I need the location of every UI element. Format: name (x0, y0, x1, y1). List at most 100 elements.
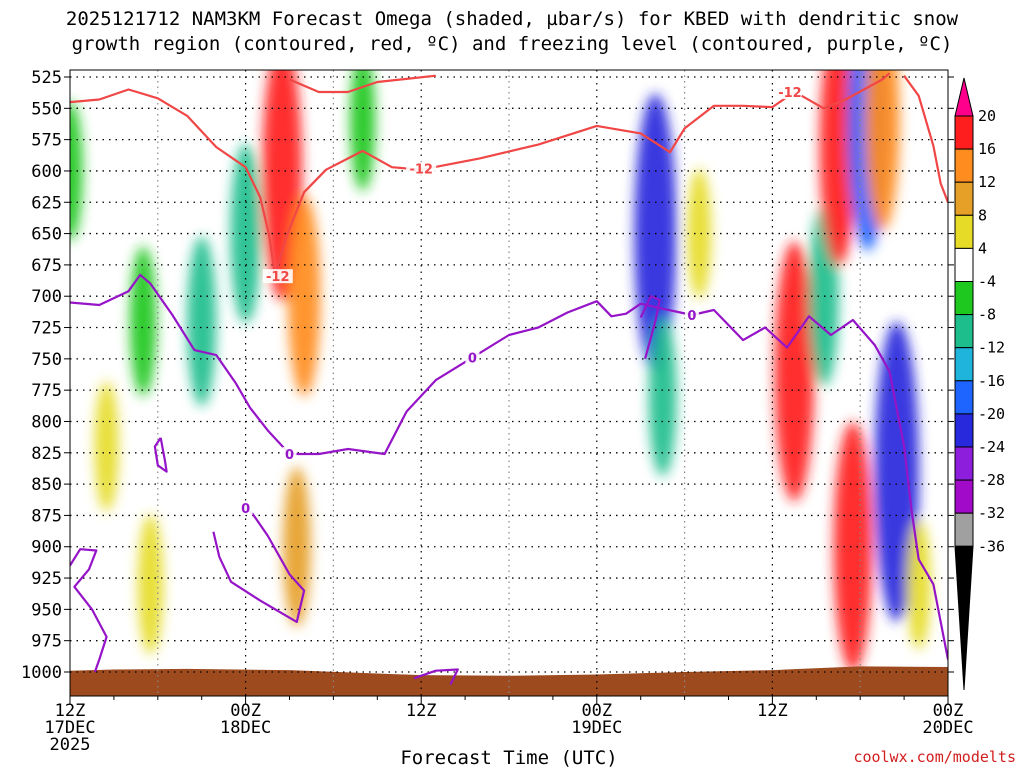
y-tick-label-950: 950 (31, 600, 62, 620)
freezing-label-0-1: 0 (468, 352, 477, 367)
chart-title-line1: 2025121712 NAM3KM Forecast Omega (shaded… (66, 8, 959, 30)
omega-cell-2 (187, 236, 217, 407)
colorbar-seg-11 (954, 446, 974, 481)
omega-cell-18 (864, 70, 900, 231)
freezing-contour-3 (153, 437, 168, 473)
x-tick-label-48-1: 12Z (757, 701, 788, 721)
omega-cell-9 (350, 70, 376, 191)
colorbar: 20 16 12 8 4 -4 -8 -12 -16 -20 -24 -28 -32 -36 (954, 77, 1005, 691)
y-tick-label-675: 675 (31, 256, 62, 276)
colorbar-label-0: 20 (978, 107, 996, 125)
colorbar-label-12: -32 (978, 504, 1005, 522)
colorbar-label-5: -4 (978, 273, 996, 291)
y-tick-label-575: 575 (31, 131, 62, 151)
y-tick-label-775: 775 (31, 381, 62, 401)
x-tick-label-12-1: 00Z (230, 701, 261, 721)
omega-cell-4 (94, 381, 119, 512)
freezing-label-bg-0-0 (282, 447, 297, 462)
omega-cell-16 (833, 421, 873, 672)
colorbar-label-1: 16 (978, 140, 996, 158)
dgz-label-bg-0-2 (774, 85, 805, 100)
colorbar-label-11: -28 (978, 471, 1005, 489)
y-tick-label-875: 875 (31, 506, 62, 526)
colorbar-seg-1 (954, 115, 974, 150)
y-tick-label-550: 550 (31, 99, 62, 119)
chart-title-line2: growth region (contoured, red, ºC) and f… (72, 33, 953, 55)
colorbar-seg-3 (954, 181, 974, 216)
omega-cell-19 (874, 321, 919, 622)
y-tick-label-700: 700 (31, 287, 62, 307)
y-tick-label-850: 850 (31, 475, 62, 495)
colorbar-label-4: 4 (978, 239, 987, 257)
colorbar-label-3: 8 (978, 206, 987, 224)
colorbar-label-13: -36 (978, 537, 1005, 555)
x-tick-label-0-3: 2025 (50, 735, 91, 755)
freezing-label-0-0: 0 (285, 448, 294, 463)
dgz-contour-0 (70, 88, 795, 276)
plot-area: -12 -12 -12 0 0 0 0 (70, 70, 948, 696)
freezing-label-bg-0-2 (684, 308, 699, 322)
y-tick-label-900: 900 (31, 538, 62, 558)
omega-cell-12 (687, 168, 712, 299)
colorbar-label-7: -12 (978, 339, 1005, 357)
y-tick-label-525: 525 (31, 68, 62, 88)
colorbar-label-9: -20 (978, 405, 1005, 423)
dgz-contour-3 (903, 75, 948, 203)
x-tick-label-0-2: 17DEC (44, 718, 95, 738)
omega-cell-8 (283, 466, 311, 627)
omega-shading (70, 70, 931, 672)
y-axis: 525 550 575 600 625 650 675 700 725 750 775 800 825 8… (21, 68, 954, 683)
y-tick-label-975: 975 (31, 632, 62, 652)
y-tick-label-800: 800 (31, 412, 62, 432)
colorbar-label-2: 12 (978, 173, 996, 191)
colorbar-seg-2 (954, 148, 974, 183)
dgz-label-0-0: -12 (266, 270, 290, 285)
dgz-contour-1 (289, 74, 436, 94)
freezing-contour-5 (639, 295, 661, 360)
colorbar-label-8: -16 (978, 372, 1005, 390)
colorbar-seg-12 (954, 479, 974, 514)
x-tick-label-60-1: 00Z (933, 701, 964, 721)
colorbar-seg-7 (954, 314, 974, 349)
freezing-label-0-2: 0 (687, 309, 696, 324)
colorbar-seg-8 (954, 347, 974, 382)
omega-cell-0 (70, 100, 83, 241)
contours: -12 -12 -12 0 0 0 0 (70, 72, 948, 685)
colorbar-seg-10 (954, 413, 974, 448)
x-tick-label-36-2: 19DEC (571, 718, 622, 738)
dgz-label-bg-0-1 (406, 161, 437, 176)
dgz-label-0-1: -12 (409, 162, 433, 177)
y-tick-label-825: 825 (31, 444, 62, 464)
omega-cell-13 (774, 241, 815, 502)
colorbar-seg-5 (954, 247, 974, 282)
y-tick-label-625: 625 (31, 193, 62, 213)
freezing-contour-2 (70, 548, 108, 673)
freezing-contour-4 (413, 668, 459, 685)
omega-cell-5 (137, 514, 164, 655)
y-tick-label-725: 725 (31, 319, 62, 339)
omega-cell-20 (906, 519, 931, 650)
colorbar-seg-0 (954, 77, 974, 117)
y-tick-label-925: 925 (31, 569, 62, 589)
colorbar-seg-9 (954, 380, 974, 415)
y-tick-label-750: 750 (31, 350, 62, 370)
colorbar-label-10: -24 (978, 438, 1005, 456)
x-tick-label-60-2: 20DEC (922, 718, 973, 738)
x-tick-label-0-1: 12Z (55, 701, 86, 721)
dgz-label-bg-0-0 (262, 269, 293, 284)
x-tick-label-24-1: 12Z (406, 701, 437, 721)
freezing-label-bg-1-0 (238, 500, 253, 515)
omega-cell-15 (819, 70, 857, 266)
x-tick-label-36-1: 00Z (581, 701, 612, 721)
freezing-label-1-0: 0 (241, 502, 250, 517)
omega-cell-11 (648, 316, 677, 477)
y-tick-label-600: 600 (31, 162, 62, 182)
freezing-label-bg-0-1 (465, 350, 480, 365)
x-axis-title: Forecast Time (UTC) (400, 747, 617, 768)
dgz-label-0-2: -12 (778, 86, 802, 101)
colorbar-seg-4 (954, 214, 974, 249)
y-tick-label-650: 650 (31, 225, 62, 245)
freezing-contour-0 (70, 273, 948, 660)
